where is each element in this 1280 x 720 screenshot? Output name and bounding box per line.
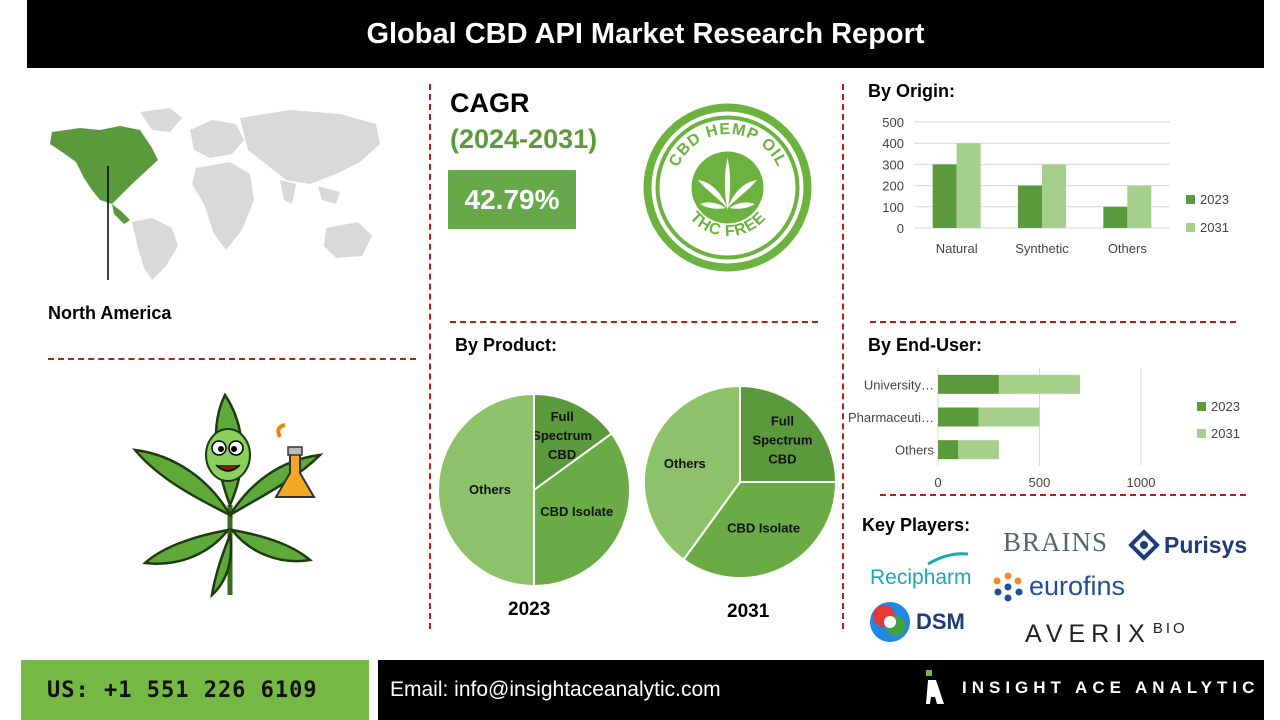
dsm-label: DSM [916,609,965,634]
dsm-logo: DSM [868,600,965,644]
origin-ytick-label: 300 [882,157,904,172]
origin-ytick-label: 400 [882,136,904,151]
footer-email-bar: Email: info@insightaceanalytic.com [378,660,1264,720]
origin-bar-2023 [932,164,957,228]
purisys-label: Purisys [1164,531,1248,558]
origin-bar-chart: 0 100 200 300 400 500 Natural Synthetic Others 20… [882,115,1229,256]
enduser-legend-swatch [1197,402,1206,411]
pie-slice-label: Others [469,482,511,497]
enduser-heading: By End-User: [868,335,983,355]
enduser-bar-2023 [938,440,959,460]
eurofins-logo: eurofins [993,571,1125,602]
pie-slice [533,392,614,492]
enduser-category-label: University… [864,377,934,392]
cagr-label: CAGR [450,88,530,118]
divider-map [48,358,416,360]
enduser-legend-swatch [1197,429,1206,438]
origin-category-label: Synthetic [1015,241,1069,256]
origin-heading: By Origin: [868,81,956,101]
pie-slice [643,384,741,562]
north-america-shape [50,126,158,204]
enduser-bar-2023 [938,407,979,427]
origin-bar-2023 [1103,206,1128,228]
origin-bar-2031 [1042,164,1066,228]
pie-slice [437,392,535,588]
pie-slice-label: CBD Isolate [727,520,800,535]
dsm-flower-icon [870,602,910,642]
enduser-bar-2031 [978,407,1040,427]
origin-ytick-label: 500 [882,115,904,130]
pie-slice [739,384,838,483]
recipharm-swoosh-icon [927,552,969,566]
pie-slice-label: Full Spectrum CBD [752,414,812,467]
page-title: Global CBD API Market Research Report [27,0,1264,68]
purisys-mark-icon [1128,529,1160,561]
enduser-legend-label: 2031 [1211,426,1240,441]
enduser-bar-2031 [998,374,1081,394]
insight-ace-logo-icon [926,670,944,704]
pie-2023-year: 2023 [508,599,551,620]
enduser-xtick-label: 0 [934,475,941,490]
brains-logo: BRAINS [1003,527,1109,557]
enduser-bar-2031 [958,440,999,460]
enduser-category-label: Others [895,443,935,458]
cbd-hemp-oil-badge-icon: CBD HEMP OIL THC FREE [643,103,812,272]
footer-phone: US: +1 551 226 6109 [21,660,369,720]
enduser-category-label: Pharmaceuti… [848,410,934,425]
origin-category-label: Natural [936,241,978,256]
enduser-bar-2023 [938,374,999,394]
origin-ytick-label: 100 [882,200,904,215]
purisys-logo: Purisys [1128,529,1247,561]
world-map-icon [50,108,380,280]
recipharm-logo: Recipharm [870,552,972,590]
pie-2031-year: 2031 [727,601,770,622]
divider-left [429,84,431,629]
pie-slice-label: Others [664,456,706,471]
product-heading: By Product: [455,335,558,355]
region-label: North America [48,303,172,323]
pie-slice [682,481,838,579]
product-pie-2031: Full Spectrum CBD CBD Isolate Others [643,384,838,579]
enduser-legend-label: 2023 [1211,399,1240,414]
cagr-years: (2024-2031) [450,124,598,154]
enduser-xtick-label: 500 [1029,475,1051,490]
pie-slice [533,432,631,588]
origin-ytick-label: 200 [882,179,904,194]
divider-right [842,84,844,629]
divider-enduser [880,494,1246,496]
origin-legend-label: 2023 [1200,192,1229,207]
divider-origin [870,321,1236,323]
origin-bar-2031 [956,143,981,228]
origin-bar-2031 [1127,185,1152,228]
origin-bar-2023 [1018,185,1042,228]
footer-brand: INSIGHT ACE ANALYTIC [924,670,1259,706]
key-players-heading: Key Players: [862,515,971,535]
origin-ytick-label: 0 [897,221,904,236]
origin-category-label: Others [1108,241,1148,256]
eurofins-label: eurofins [1029,571,1126,601]
enduser-xtick-label: 1000 [1127,475,1156,490]
averix-label: AVERIX [1025,620,1151,648]
origin-legend-label: 2031 [1200,220,1229,235]
product-pie-2023: Full Spectrum CBD CBD Isolate Others [437,392,631,588]
averix-bio-label: BIO [1152,620,1188,637]
cannabis-mascot-icon [132,392,324,599]
pie-slice-label: CBD Isolate [540,504,613,519]
averix-logo: AVERIX BIO [1025,620,1188,649]
recipharm-label: Recipharm [870,566,972,589]
enduser-bar-chart: 0 500 1000 University… Pharmaceuti… Others 202… [848,368,1240,490]
divider-cagr [450,321,818,323]
cagr-value: 42.79% [448,170,576,229]
origin-legend-swatch [1186,195,1195,204]
origin-legend-swatch [1186,223,1195,232]
footer-brand-label: INSIGHT ACE ANALYTIC [962,678,1260,697]
footer-email: Email: info@insightaceanalytic.com [390,678,721,701]
pie-slice-label: Full Spectrum CBD [532,409,592,462]
eurofins-dots-icon [993,572,1023,601]
